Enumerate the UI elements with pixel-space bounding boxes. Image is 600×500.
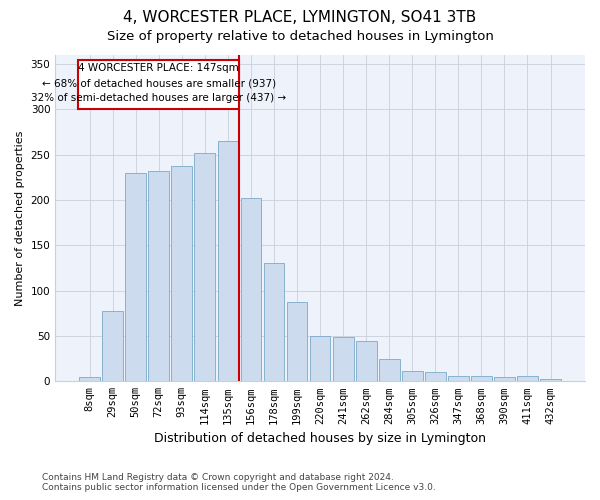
Bar	[379, 358, 400, 382]
Bar	[448, 376, 469, 382]
Bar	[494, 377, 515, 382]
Text: 32% of semi-detached houses are larger (437) →: 32% of semi-detached houses are larger (…	[31, 93, 286, 103]
X-axis label: Distribution of detached houses by size in Lymington: Distribution of detached houses by size …	[154, 432, 486, 445]
Bar	[218, 141, 238, 382]
Bar	[517, 376, 538, 382]
Text: Contains HM Land Registry data © Crown copyright and database right 2024.
Contai: Contains HM Land Registry data © Crown c…	[42, 473, 436, 492]
Bar	[287, 302, 307, 382]
Bar	[425, 372, 446, 382]
Bar	[310, 336, 331, 382]
Text: Size of property relative to detached houses in Lymington: Size of property relative to detached ho…	[107, 30, 493, 43]
Bar	[79, 377, 100, 382]
Bar	[471, 376, 492, 382]
Bar	[194, 153, 215, 382]
Bar	[402, 372, 422, 382]
Bar	[172, 166, 192, 382]
Bar	[241, 198, 262, 382]
Bar	[148, 171, 169, 382]
Bar	[540, 378, 561, 382]
Bar	[356, 340, 377, 382]
Y-axis label: Number of detached properties: Number of detached properties	[15, 130, 25, 306]
Bar	[263, 264, 284, 382]
Bar	[125, 173, 146, 382]
Text: 4 WORCESTER PLACE: 147sqm: 4 WORCESTER PLACE: 147sqm	[79, 64, 239, 74]
Bar	[333, 337, 353, 382]
Text: ← 68% of detached houses are smaller (937): ← 68% of detached houses are smaller (93…	[41, 78, 276, 88]
Text: 4, WORCESTER PLACE, LYMINGTON, SO41 3TB: 4, WORCESTER PLACE, LYMINGTON, SO41 3TB	[124, 10, 476, 25]
Bar	[102, 310, 123, 382]
FancyBboxPatch shape	[78, 60, 239, 110]
